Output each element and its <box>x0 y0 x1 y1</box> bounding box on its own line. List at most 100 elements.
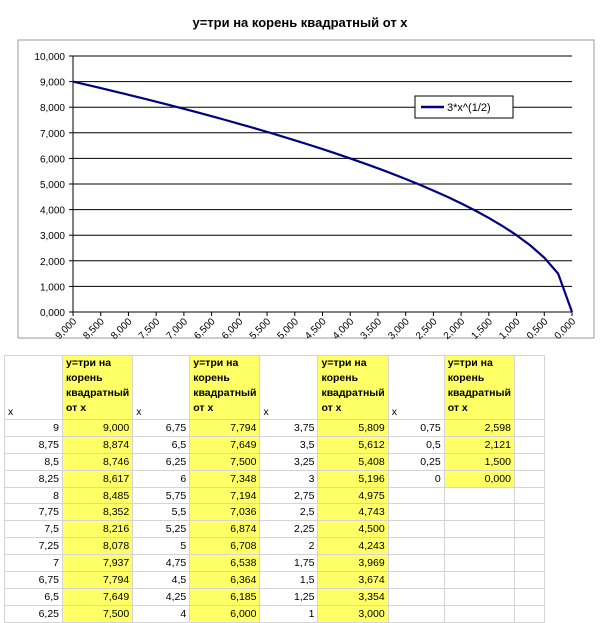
empty-cell <box>443 503 515 522</box>
cell-y: 0,000 <box>443 469 515 488</box>
cell-y: 4,500 <box>317 520 389 539</box>
cell-x: 5,5 <box>132 503 191 522</box>
cell-x: 5,75 <box>132 486 191 505</box>
cell-x: 6,5 <box>4 587 63 606</box>
empty-cell <box>513 571 545 589</box>
cell-x: 8,5 <box>4 452 63 471</box>
cell-x: 8,75 <box>4 435 63 454</box>
y-tick-label: 7,000 <box>40 129 65 140</box>
column-header-y: y=три на корень квадратный от x <box>317 355 389 420</box>
empty-cell <box>443 571 515 589</box>
cell-x: 3 <box>259 469 319 488</box>
empty-cell <box>443 554 515 573</box>
cell-x: 2,25 <box>259 520 319 539</box>
column-header-x: x <box>4 355 63 420</box>
empty-cell <box>513 469 545 488</box>
cell-y: 3,674 <box>317 571 389 589</box>
table-row: 9 9,000 6,75 7,794 3,75 5,809 0,75 2,598 <box>4 419 545 437</box>
cell-y: 8,874 <box>61 435 134 454</box>
cell-x: 2 <box>259 537 319 556</box>
y-tick-label: 2,000 <box>40 257 65 268</box>
y-tick-label: 9,000 <box>40 78 65 89</box>
empty-cell <box>387 503 445 522</box>
cell-x: 6,75 <box>132 419 191 437</box>
cell-y: 7,794 <box>189 419 261 437</box>
empty-cell <box>387 571 445 589</box>
cell-y: 7,649 <box>61 587 134 606</box>
cell-y: 8,078 <box>61 537 134 556</box>
cell-y: 7,937 <box>61 554 134 573</box>
y-tick-labels: 0,000 1,000 2,000 3,000 4,000 5,000 6,000 7,000… <box>34 52 65 319</box>
cell-y: 4,243 <box>317 537 389 556</box>
series-line <box>72 80 574 313</box>
cell-y: 5,196 <box>317 469 389 488</box>
column-header-y: y=три на корень квадратный от x <box>189 355 261 420</box>
cell-x: 2,5 <box>259 503 319 522</box>
empty-cell <box>443 520 515 539</box>
empty-cell <box>387 604 445 623</box>
axes <box>72 56 573 316</box>
cell-y: 5,408 <box>317 452 389 471</box>
y-tick-label: 1,000 <box>40 282 65 293</box>
cell-x: 9 <box>4 419 63 437</box>
empty-cell <box>443 604 515 623</box>
cell-x: 1 <box>259 604 319 623</box>
table-row: 8 8,485 5,75 7,194 2,75 4,975 <box>4 486 545 505</box>
empty-cell <box>513 503 545 522</box>
y-tick-label: 8,000 <box>40 103 65 114</box>
cell-x: 8 <box>4 486 63 505</box>
cell-x: 6 <box>132 469 191 488</box>
empty-cell <box>443 486 515 505</box>
cell-x: 6,25 <box>4 604 63 623</box>
y-tick-label: 6,000 <box>40 154 65 165</box>
table-row: 7,5 8,216 5,25 6,874 2,25 4,500 <box>4 520 545 539</box>
cell-x: 5 <box>132 537 191 556</box>
cell-x: 0 <box>387 469 445 488</box>
cell-x: 0,75 <box>387 419 445 437</box>
table-row: 7,25 8,078 5 6,708 2 4,243 <box>4 537 545 556</box>
cell-y: 6,708 <box>189 537 261 556</box>
cell-y: 6,185 <box>189 587 261 606</box>
cell-y: 6,364 <box>189 571 261 589</box>
chart-area: y=три на корень квадратный от x 0,000 1,0… <box>17 15 595 342</box>
empty-cell <box>513 435 545 454</box>
cell-y: 7,348 <box>189 469 261 488</box>
cell-x: 0,25 <box>387 452 445 471</box>
cell-y: 9,000 <box>61 419 134 437</box>
cell-y: 4,975 <box>317 486 389 505</box>
cell-x: 2,75 <box>259 486 319 505</box>
cell-x: 3,75 <box>259 419 319 437</box>
table-row: 7,75 8,352 5,5 7,036 2,5 4,743 <box>4 503 545 522</box>
cell-y: 3,000 <box>317 604 389 623</box>
cell-y: 3,969 <box>317 554 389 573</box>
table-row: 6,75 7,794 4,5 6,364 1,5 3,674 <box>4 571 545 589</box>
empty-cell <box>513 604 545 623</box>
cell-y: 1,500 <box>443 452 515 471</box>
cell-y: 8,352 <box>61 503 134 522</box>
cell-y: 5,612 <box>317 435 389 454</box>
cell-x: 4,25 <box>132 587 191 606</box>
legend: 3*x^(1/2) <box>414 95 514 119</box>
cell-y: 6,000 <box>189 604 261 623</box>
cell-x: 7 <box>4 554 63 573</box>
grid-lines <box>69 55 572 313</box>
y-tick-label: 4,000 <box>40 206 65 217</box>
column-header-x: x <box>132 355 191 420</box>
cell-x: 3,5 <box>259 435 319 454</box>
y-tick-label: 5,000 <box>40 180 65 191</box>
table-row: 6,5 7,649 4,25 6,185 1,25 3,354 <box>4 587 545 606</box>
cell-y: 8,216 <box>61 520 134 539</box>
legend-label: 3*x^(1/2) <box>447 102 491 114</box>
legend-box <box>414 95 514 119</box>
data-table: x y=три на корень квадратный от x x y=три н… <box>4 355 545 623</box>
table-row: 7 7,937 4,75 6,538 1,75 3,969 <box>4 554 545 573</box>
table-row: 8,75 8,874 6,5 7,649 3,5 5,612 0,5 2,121 <box>4 435 545 454</box>
cell-y: 7,500 <box>189 452 261 471</box>
empty-cell <box>387 587 445 606</box>
y-tick-label: 10,000 <box>34 52 65 63</box>
empty-cell <box>443 587 515 606</box>
empty-cell <box>513 452 545 471</box>
cell-x: 3,25 <box>259 452 319 471</box>
cell-y: 7,194 <box>189 486 261 505</box>
cell-y: 4,743 <box>317 503 389 522</box>
